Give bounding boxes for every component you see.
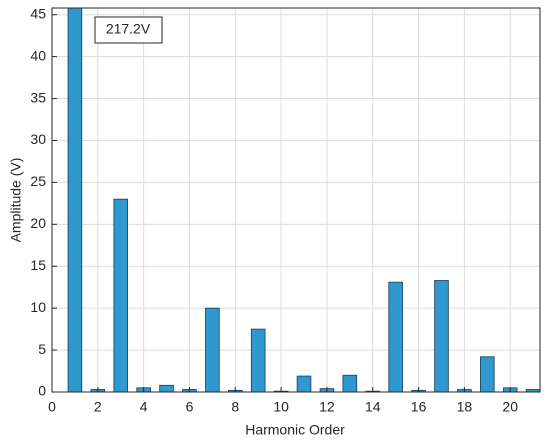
x-tick-label: 4 bbox=[140, 399, 148, 415]
bar bbox=[67, 8, 83, 392]
bar bbox=[342, 374, 358, 392]
x-tick-label: 6 bbox=[186, 399, 194, 415]
x-tick-label: 20 bbox=[502, 399, 518, 415]
y-tick-label: 40 bbox=[30, 47, 46, 63]
bar bbox=[388, 281, 403, 392]
y-tick-label: 10 bbox=[30, 299, 46, 315]
bar bbox=[250, 328, 266, 392]
y-tick-label: 15 bbox=[30, 257, 46, 273]
x-tick-label: 14 bbox=[365, 399, 381, 415]
bar bbox=[480, 356, 495, 392]
y-tick-label: 45 bbox=[30, 5, 46, 21]
y-tick-label: 5 bbox=[38, 341, 46, 357]
x-tick-label: 10 bbox=[273, 399, 289, 415]
x-axis-label: Harmonic Order bbox=[245, 422, 345, 438]
ticks: 0 5 10 15 20 25 30 35 40 45 0 2 4 6 8 10 12 14 16 18 20 217.2… bbox=[30, 5, 518, 414]
x-tick-label: 2 bbox=[94, 399, 102, 415]
y-tick-label: 35 bbox=[30, 89, 46, 105]
plot-area bbox=[52, 8, 540, 392]
x-tick-label: 12 bbox=[319, 399, 335, 415]
bar bbox=[296, 375, 312, 392]
annotation-box bbox=[94, 16, 163, 44]
bar bbox=[159, 384, 174, 392]
bar bbox=[113, 198, 129, 392]
y-tick-label: 25 bbox=[30, 173, 46, 189]
y-tick-label: 0 bbox=[38, 383, 46, 399]
plot-frame bbox=[51, 7, 541, 393]
bar bbox=[434, 280, 449, 392]
bar bbox=[205, 307, 220, 392]
x-tick-label: 0 bbox=[48, 399, 56, 415]
x-tick-label: 8 bbox=[231, 399, 239, 415]
x-tick-label: 16 bbox=[411, 399, 427, 415]
y-tick-label: 30 bbox=[30, 131, 46, 147]
y-axis-label: Amplitude (V) bbox=[8, 158, 24, 243]
x-tick-label: 18 bbox=[457, 399, 473, 415]
y-tick-label: 20 bbox=[30, 215, 46, 231]
value-label: 217.2V bbox=[106, 21, 151, 37]
